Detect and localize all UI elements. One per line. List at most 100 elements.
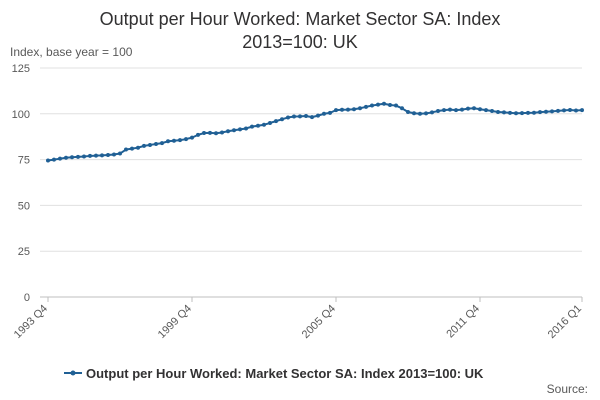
data-point bbox=[352, 107, 356, 112]
data-point bbox=[178, 138, 182, 143]
gridlines bbox=[40, 67, 582, 298]
y-axis-ticks: 0 25 50 75 100 125 bbox=[12, 63, 30, 304]
data-point bbox=[346, 107, 350, 112]
x-tick-label: 2016 Q1 bbox=[546, 303, 584, 341]
legend: Output per Hour Worked: Market Sector SA… bbox=[64, 366, 484, 381]
data-point bbox=[322, 111, 326, 116]
data-point bbox=[76, 154, 80, 159]
data-point bbox=[310, 115, 314, 120]
data-point bbox=[70, 155, 74, 160]
data-point bbox=[514, 111, 518, 116]
data-point bbox=[154, 142, 158, 147]
data-point bbox=[568, 107, 572, 112]
data-point bbox=[526, 110, 530, 115]
legend-series-label: Output per Hour Worked: Market Sector SA… bbox=[86, 366, 484, 381]
data-point bbox=[388, 103, 392, 108]
data-point bbox=[112, 152, 116, 157]
x-tick-label: 2005 Q4 bbox=[300, 303, 338, 341]
data-point bbox=[418, 111, 422, 116]
y-tick-label: 0 bbox=[24, 292, 30, 304]
y-tick-label: 50 bbox=[18, 200, 30, 212]
data-point bbox=[460, 107, 464, 112]
data-point bbox=[292, 114, 296, 119]
data-point bbox=[268, 120, 272, 125]
y-axis-label: Index, base year = 100 bbox=[10, 45, 133, 59]
data-point bbox=[478, 107, 482, 112]
data-point bbox=[58, 156, 62, 161]
data-point bbox=[340, 107, 344, 112]
data-point bbox=[496, 109, 500, 114]
data-point bbox=[502, 110, 506, 115]
data-point bbox=[136, 145, 140, 150]
data-point bbox=[382, 101, 386, 106]
data-point bbox=[256, 123, 260, 128]
data-point bbox=[520, 111, 524, 116]
data-point bbox=[52, 157, 56, 162]
x-tick-label: 1999 Q4 bbox=[156, 303, 194, 341]
data-point bbox=[466, 106, 470, 111]
data-point bbox=[226, 129, 230, 134]
data-point bbox=[148, 142, 152, 147]
data-point bbox=[118, 151, 122, 156]
data-point bbox=[88, 153, 92, 158]
source-label: Source: bbox=[547, 382, 588, 396]
data-point bbox=[190, 135, 194, 140]
legend-marker-swatch bbox=[70, 370, 76, 376]
data-point bbox=[532, 110, 536, 115]
data-point bbox=[232, 128, 236, 133]
data-point bbox=[448, 107, 452, 112]
data-point bbox=[262, 122, 266, 127]
data-point bbox=[274, 119, 278, 124]
data-point bbox=[286, 115, 290, 120]
data-point bbox=[406, 109, 410, 114]
data-point bbox=[364, 104, 368, 109]
data-point bbox=[424, 111, 428, 116]
data-point bbox=[412, 111, 416, 116]
data-point bbox=[214, 131, 218, 136]
y-tick-label: 125 bbox=[12, 63, 30, 75]
data-point bbox=[370, 103, 374, 108]
data-point bbox=[394, 103, 398, 108]
data-point bbox=[580, 108, 584, 113]
data-point bbox=[244, 126, 248, 131]
data-point bbox=[208, 130, 212, 135]
data-point bbox=[544, 109, 548, 114]
data-point bbox=[430, 110, 434, 115]
data-point bbox=[82, 154, 86, 159]
data-point bbox=[508, 110, 512, 115]
data-point bbox=[166, 139, 170, 144]
data-point bbox=[328, 110, 332, 115]
chart-title-line2: 2013=100: UK bbox=[242, 32, 358, 52]
data-point bbox=[202, 131, 206, 136]
chart-title-line1: Output per Hour Worked: Market Sector SA… bbox=[100, 9, 501, 29]
x-axis: 1993 Q4 1999 Q4 2005 Q4 2011 Q4 2016 Q1 bbox=[12, 297, 584, 341]
data-point bbox=[250, 124, 254, 129]
data-point bbox=[100, 153, 104, 158]
data-point bbox=[298, 114, 302, 119]
plot-area bbox=[46, 101, 584, 163]
x-tick-label: 1993 Q4 bbox=[12, 303, 50, 341]
data-point bbox=[334, 108, 338, 113]
data-point bbox=[160, 141, 164, 146]
data-point bbox=[220, 130, 224, 135]
data-point bbox=[442, 108, 446, 113]
data-point bbox=[490, 109, 494, 114]
data-point bbox=[454, 108, 458, 113]
data-point bbox=[130, 146, 134, 151]
data-point bbox=[556, 108, 560, 113]
series-line bbox=[47, 102, 583, 162]
data-point bbox=[184, 137, 188, 142]
y-tick-label: 100 bbox=[12, 109, 30, 121]
data-point bbox=[376, 102, 380, 107]
data-point bbox=[484, 108, 488, 113]
data-point bbox=[436, 109, 440, 114]
y-tick-label: 75 bbox=[18, 155, 30, 167]
data-point bbox=[316, 113, 320, 118]
y-tick-label: 25 bbox=[18, 246, 30, 258]
data-point bbox=[106, 153, 110, 158]
x-tick-label: 2011 Q4 bbox=[444, 303, 482, 341]
data-point bbox=[280, 117, 284, 122]
data-point bbox=[46, 158, 50, 163]
data-point bbox=[400, 106, 404, 111]
